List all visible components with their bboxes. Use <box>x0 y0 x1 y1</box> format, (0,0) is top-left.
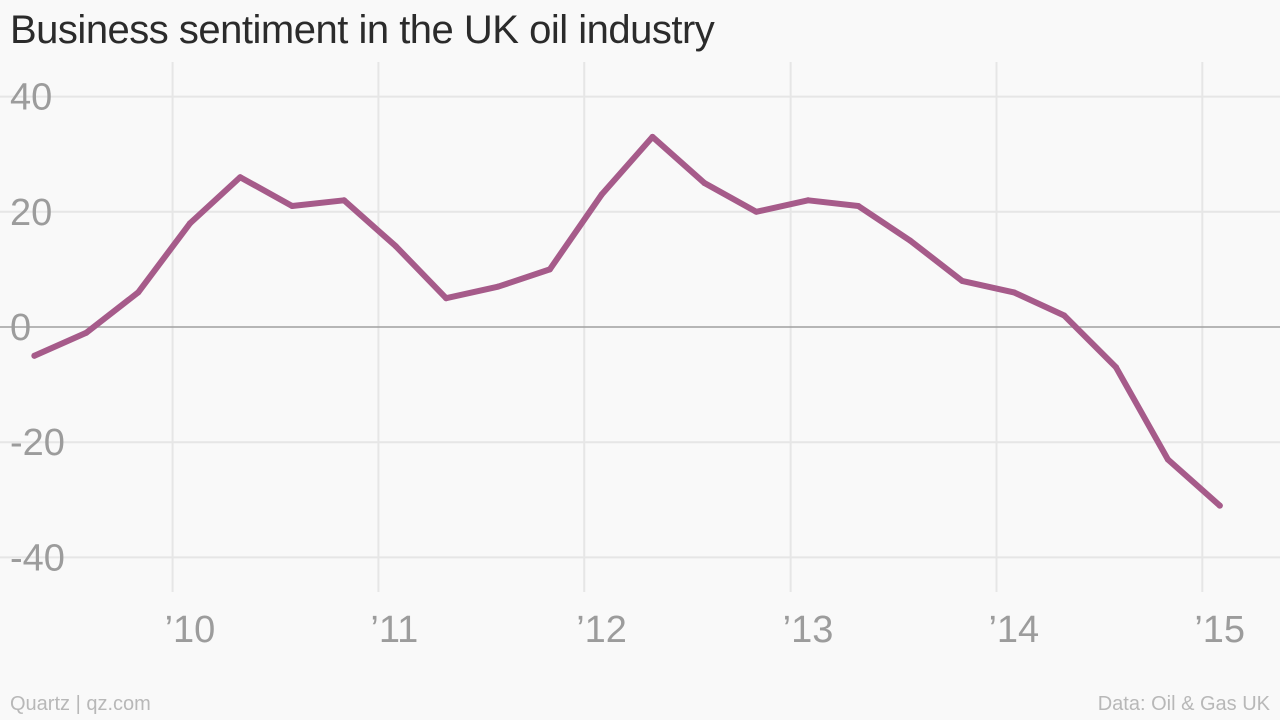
data-point-14 <box>753 208 760 215</box>
data-point-7 <box>392 243 399 250</box>
x-tick-label-5: ’15 <box>1194 609 1245 651</box>
series-line-0 <box>31 133 1223 509</box>
data-point-15 <box>805 197 812 204</box>
data-point-5 <box>289 203 296 210</box>
data-point-11 <box>598 191 605 198</box>
data-point-2 <box>135 289 142 296</box>
data-point-19 <box>1010 289 1017 296</box>
data-point-17 <box>907 237 914 244</box>
footer-source-right: Data: Oil & Gas UK <box>1097 693 1270 715</box>
x-tick-label-1: ’11 <box>370 609 418 651</box>
data-point-16 <box>855 203 862 210</box>
data-point-18 <box>959 277 966 284</box>
data-point-20 <box>1061 312 1068 319</box>
data-point-13 <box>701 179 708 186</box>
data-point-8 <box>443 295 450 302</box>
data-point-23 <box>1216 502 1223 509</box>
y-tick-labels: 40 20 0 -20 -40 <box>10 77 65 580</box>
y-tick-label-2: 0 <box>10 307 31 349</box>
y-tick-label-3: -20 <box>10 422 65 464</box>
x-tick-label-4: ’14 <box>988 609 1039 651</box>
x-tick-labels: ’10 ’11 ’12 ’13 ’14 ’15 <box>165 609 1245 651</box>
x-tick-label-0: ’10 <box>165 609 216 651</box>
y-gridlines <box>0 95 1280 559</box>
data-point-3 <box>187 220 194 227</box>
data-point-1 <box>83 329 90 336</box>
data-point-9 <box>494 283 501 290</box>
data-point-0 <box>31 352 38 359</box>
data-point-10 <box>546 266 553 273</box>
series-group <box>31 133 1223 509</box>
data-point-6 <box>341 197 348 204</box>
data-point-12 <box>649 133 656 140</box>
footer-source-left: Quartz | qz.com <box>10 693 151 715</box>
data-point-21 <box>1113 364 1120 371</box>
x-tick-label-2: ’12 <box>576 609 627 651</box>
x-tick-label-3: ’13 <box>783 609 834 651</box>
data-point-4 <box>237 174 244 181</box>
chart-title: Business sentiment in the UK oil industr… <box>10 8 715 52</box>
y-tick-label-1: 20 <box>10 192 52 234</box>
y-tick-label-0: 40 <box>10 77 52 119</box>
data-point-22 <box>1164 456 1171 463</box>
y-tick-label-4: -40 <box>10 537 65 579</box>
